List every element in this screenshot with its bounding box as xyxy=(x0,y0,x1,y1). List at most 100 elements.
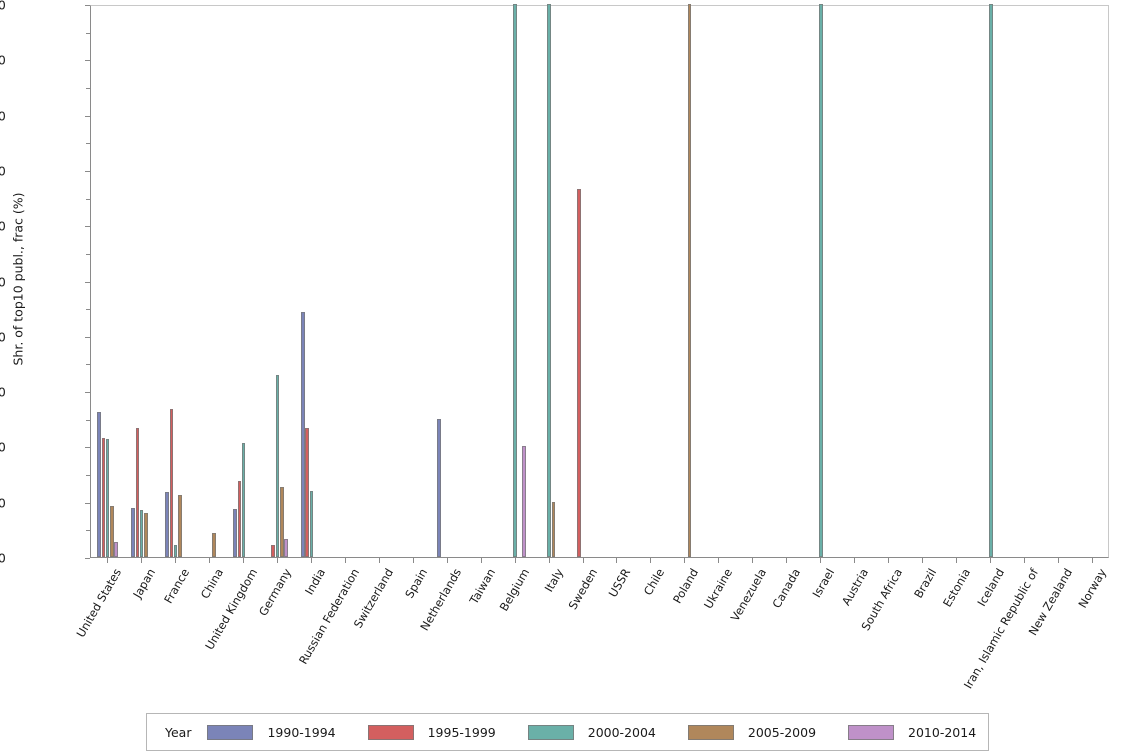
legend-swatch-2010-2014 xyxy=(848,724,895,740)
x-tick-label: Israel xyxy=(809,566,838,600)
x-tick-label: Chile xyxy=(641,566,668,598)
x-tick-label: Iceland xyxy=(974,566,1008,609)
legend-entries: 1990-1994 1995-1999 2000-2004 2005-2009 2010… xyxy=(207,724,1008,740)
y-tick-mark-minor xyxy=(86,143,90,145)
legend-entry-2010-2014[interactable]: 2010-2014 xyxy=(848,724,1000,740)
chart-legend: Year 1990-1994 1995-1999 2000-2004 2005-200… xyxy=(146,713,989,751)
x-tick-label: Estonia xyxy=(940,566,974,610)
x-tick-mark xyxy=(888,558,890,563)
bar-germany-1995-1999 xyxy=(271,544,276,557)
bar-united-states-1990-1994 xyxy=(97,412,102,557)
legend-entry-2005-2009[interactable]: 2005-2009 xyxy=(687,724,840,740)
y-tick-mark xyxy=(85,226,90,228)
x-tick-mark xyxy=(650,558,652,563)
x-tick-mark xyxy=(446,558,448,563)
x-tick-mark xyxy=(922,558,924,563)
x-tick-label: Italy xyxy=(541,566,566,595)
y-tick-label: 30.0 xyxy=(0,384,6,400)
x-tick-label: Venezuela xyxy=(728,566,770,624)
bar-united-kingdom-1995-1999 xyxy=(237,481,242,557)
x-tick-mark xyxy=(1058,558,1060,563)
x-tick-label: Norway xyxy=(1075,566,1110,611)
y-tick-label: 50.0 xyxy=(0,274,6,289)
legend-title: Year xyxy=(165,724,192,740)
y-tick-mark xyxy=(85,281,90,283)
y-tick-mark xyxy=(85,170,90,172)
bar-france-1995-1999 xyxy=(169,409,174,557)
bars-layer xyxy=(91,4,1108,557)
y-tick-mark xyxy=(85,60,90,62)
bar-india-1990-1994 xyxy=(301,312,305,557)
y-tick-mark xyxy=(85,447,90,449)
x-tick-mark xyxy=(616,558,618,563)
bar-japan-1995-1999 xyxy=(135,427,140,557)
bar-netherlands-1990-1994 xyxy=(437,419,441,557)
x-tick-label: USSR xyxy=(606,566,634,600)
bar-japan-2005-2009 xyxy=(144,512,148,557)
y-tick-mark-minor xyxy=(86,253,90,255)
legend-label: 1990-1994 xyxy=(267,724,336,740)
x-tick-label: Austria xyxy=(839,566,872,608)
y-tick-mark-minor xyxy=(86,475,90,477)
y-tick-mark xyxy=(85,392,90,394)
x-tick-mark xyxy=(276,558,278,563)
y-tick-mark-minor xyxy=(86,198,90,200)
x-tick-mark xyxy=(242,558,244,563)
bar-italy-2005-2009 xyxy=(551,502,556,557)
legend-entry-1995-1999[interactable]: 1995-1999 xyxy=(367,724,520,740)
x-tick-label: India xyxy=(301,566,328,598)
x-tick-label: Canada xyxy=(769,566,804,611)
x-tick-mark xyxy=(786,558,788,563)
x-tick-label: China xyxy=(197,566,226,602)
x-axis: United States Japan France China United King… xyxy=(73,558,1110,748)
bar-united-states-2010-2014 xyxy=(114,541,118,557)
x-tick-label: Ukraine xyxy=(701,566,736,612)
bar-united-kingdom-2000-2004 xyxy=(241,443,246,557)
bar-germany-2005-2009 xyxy=(279,487,284,557)
y-tick-label: 80.0 xyxy=(0,108,6,124)
x-tick-label: Sweden xyxy=(565,566,600,612)
bar-israel-2000-2004 xyxy=(819,4,823,557)
bar-france-2005-2009 xyxy=(178,495,182,557)
y-axis: 0.0 10.0 20.0 30.0 40.0 50.0 60.0 70.0 80.0 90.0 1… xyxy=(0,0,90,566)
bar-iceland-2000-2004 xyxy=(989,4,993,557)
x-tick-mark xyxy=(854,558,856,563)
bar-france-1990-1994 xyxy=(165,491,169,557)
y-tick-mark-minor xyxy=(86,364,90,366)
legend-label: 2010-2014 xyxy=(908,724,977,740)
legend-entry-1990-1994[interactable]: 1990-1994 xyxy=(207,724,359,740)
bar-india-1995-1999 xyxy=(305,427,310,557)
x-tick-mark xyxy=(684,558,686,563)
bar-germany-2010-2014 xyxy=(284,538,288,557)
x-tick-mark xyxy=(820,558,822,563)
y-tick-mark xyxy=(85,5,90,6)
bar-united-states-2005-2009 xyxy=(110,506,114,557)
bar-united-kingdom-1990-1994 xyxy=(233,508,237,557)
bar-india-2000-2004 xyxy=(309,491,314,557)
bar-belgium-2010-2014 xyxy=(521,446,526,557)
bar-united-states-2000-2004 xyxy=(105,438,110,557)
y-tick-label: 60.0 xyxy=(0,218,6,234)
bar-sweden-1995-1999 xyxy=(577,189,581,557)
bar-united-states-1995-1999 xyxy=(101,438,106,557)
legend-entry-2000-2004[interactable]: 2000-2004 xyxy=(527,724,680,740)
x-tick-label: Spain xyxy=(401,566,430,601)
y-tick-label: 40.0 xyxy=(0,329,6,345)
bar-germany-2000-2004 xyxy=(275,374,280,557)
x-tick-mark xyxy=(140,558,142,563)
x-tick-mark xyxy=(310,558,312,563)
legend-label: 2005-2009 xyxy=(747,724,817,740)
y-tick-mark-minor xyxy=(86,530,90,532)
x-tick-mark xyxy=(956,558,958,563)
x-tick-label: Germany xyxy=(255,566,294,619)
y-tick-mark-minor xyxy=(86,309,90,311)
x-tick-label: United States xyxy=(73,566,125,640)
x-tick-mark xyxy=(344,558,346,563)
y-tick-mark xyxy=(85,115,90,117)
x-tick-mark xyxy=(990,558,992,563)
x-tick-mark xyxy=(106,558,108,563)
x-tick-label: Belgium xyxy=(496,566,532,614)
y-tick-mark xyxy=(85,502,90,504)
x-tick-mark xyxy=(752,558,754,563)
